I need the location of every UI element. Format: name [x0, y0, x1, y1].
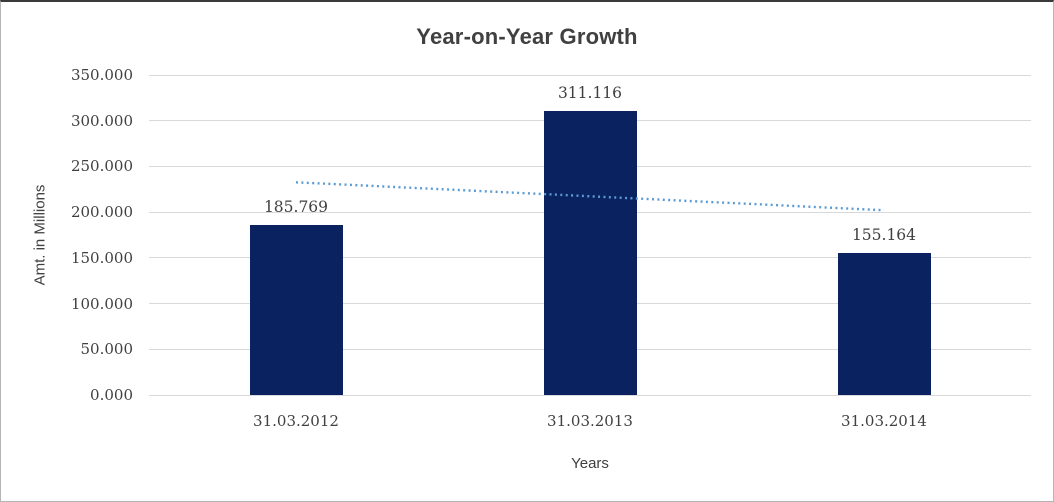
- y-axis-tick-label: 200.000: [70, 203, 133, 222]
- gridline: [149, 74, 1031, 76]
- y-axis-tick-label: 150.000: [70, 248, 133, 267]
- y-axis-tick-label: 250.000: [70, 157, 133, 176]
- y-axis-title: Amt. in Millions: [31, 184, 49, 286]
- bar-31.03.2013: [543, 110, 637, 395]
- bar-31.03.2014: [837, 253, 931, 395]
- x-axis-tick-label: 31.03.2013: [547, 412, 633, 430]
- x-axis-title: Years: [571, 455, 609, 472]
- y-axis-tick-label: 350.000: [70, 66, 133, 84]
- bar-value-label: 311.116: [557, 83, 623, 102]
- x-axis-tick-label: 31.03.2014: [841, 412, 927, 430]
- y-axis-tick-label: 100.000: [70, 294, 133, 313]
- y-axis-tick-label: 0.000: [90, 386, 133, 404]
- chart-title: Year-on-Year Growth: [416, 24, 638, 49]
- bar-value-label: 155.164: [851, 226, 917, 245]
- gridline: [149, 394, 1031, 396]
- x-axis-tick-label: 31.03.2012: [253, 412, 339, 430]
- bar-31.03.2012: [249, 225, 343, 395]
- y-axis-tick-label: 300.000: [70, 111, 133, 130]
- y-axis-tick-label: 50.000: [80, 340, 134, 359]
- bar-value-label: 185.769: [263, 198, 329, 217]
